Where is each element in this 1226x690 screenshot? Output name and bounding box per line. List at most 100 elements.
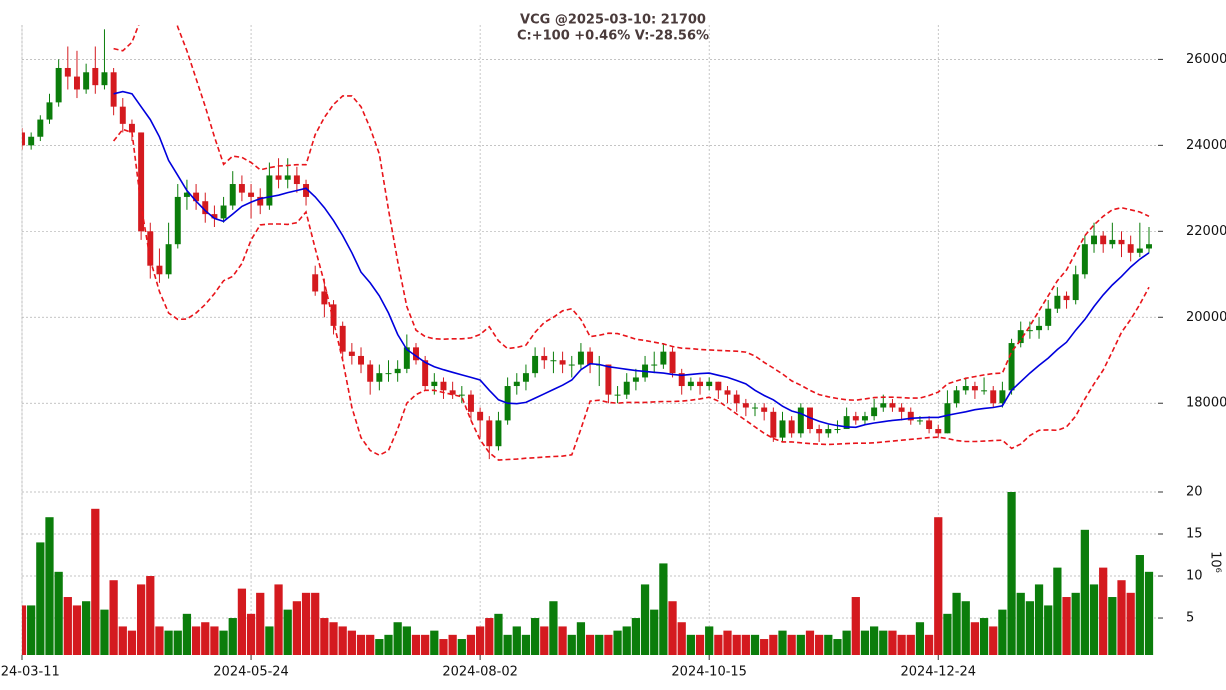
volume-bar bbox=[329, 622, 338, 655]
volume-bar bbox=[63, 597, 72, 655]
candle-body bbox=[532, 355, 539, 374]
candle-body bbox=[165, 244, 172, 275]
volume-bar bbox=[824, 634, 833, 655]
volume-tick-label: 10 bbox=[1186, 569, 1203, 584]
volume-bar bbox=[979, 618, 989, 655]
volume-bar bbox=[356, 634, 366, 655]
volume-bar bbox=[558, 626, 567, 655]
volume-bar bbox=[1144, 571, 1154, 655]
candle-body bbox=[138, 132, 145, 232]
candle-body bbox=[64, 67, 71, 77]
candle-body bbox=[486, 420, 493, 447]
volume-bar bbox=[127, 630, 137, 655]
volume-bar bbox=[943, 613, 952, 655]
volume-bar bbox=[705, 626, 714, 655]
candle-body bbox=[73, 76, 80, 90]
volume-bar bbox=[421, 634, 430, 655]
candle-body bbox=[981, 390, 988, 392]
candle-body bbox=[971, 386, 978, 391]
candle-body bbox=[962, 386, 969, 391]
volume-axis-label: 10⁶ bbox=[1208, 551, 1223, 573]
candle-body bbox=[623, 381, 630, 395]
y-tick-label: 26000 bbox=[1186, 52, 1226, 67]
candle-body bbox=[541, 355, 548, 361]
volume-bar bbox=[521, 634, 531, 655]
volume-bar bbox=[1135, 555, 1144, 655]
volume-bar bbox=[650, 609, 659, 655]
candle-body bbox=[752, 407, 758, 409]
candle-body bbox=[522, 373, 529, 382]
candle-body bbox=[92, 67, 99, 86]
volume-bar bbox=[1053, 567, 1062, 655]
volume-bar bbox=[155, 626, 164, 655]
volume-bar bbox=[897, 634, 906, 655]
volume-bar bbox=[851, 597, 860, 655]
candle-body bbox=[880, 403, 887, 408]
candle-body bbox=[605, 364, 612, 395]
volume-bar bbox=[540, 626, 549, 655]
volume-bar bbox=[549, 601, 558, 655]
candle-body bbox=[449, 390, 456, 395]
volume-bar bbox=[22, 605, 27, 655]
candle-body bbox=[248, 192, 255, 197]
candle-body bbox=[761, 407, 768, 412]
candle-body bbox=[1091, 235, 1098, 245]
candle-body bbox=[238, 184, 245, 193]
volume-bar bbox=[210, 626, 219, 655]
volume-tick-label: 5 bbox=[1186, 611, 1194, 626]
volume-bar bbox=[182, 613, 192, 655]
volume-bar bbox=[72, 605, 82, 655]
volume-bar bbox=[347, 630, 356, 655]
candle-body bbox=[28, 136, 35, 146]
candle-body bbox=[266, 175, 273, 206]
volume-bar bbox=[1089, 584, 1099, 655]
candle-body bbox=[926, 420, 933, 430]
candle-body bbox=[834, 429, 841, 431]
candle-body bbox=[275, 175, 282, 180]
volume-bar bbox=[237, 588, 247, 655]
candle-body bbox=[467, 394, 474, 412]
candle-body bbox=[413, 347, 419, 361]
volume-bar bbox=[292, 601, 302, 655]
candle-body bbox=[202, 201, 209, 215]
volume-bar bbox=[411, 634, 421, 655]
candle-body bbox=[669, 351, 676, 374]
volume-bar bbox=[714, 634, 723, 655]
volume-bar bbox=[934, 517, 943, 655]
volume-bar bbox=[466, 634, 476, 655]
volume-bar bbox=[393, 622, 402, 655]
volume-bar bbox=[1099, 567, 1108, 655]
candle-body bbox=[477, 411, 484, 421]
candle-body bbox=[211, 214, 218, 219]
candle-body bbox=[632, 377, 639, 382]
x-tick-label: 2024-05-24 bbox=[213, 665, 289, 680]
volume-bar bbox=[301, 592, 311, 655]
volume-bar bbox=[906, 634, 915, 655]
volume-bar bbox=[805, 630, 815, 655]
candle-body bbox=[651, 364, 658, 366]
y-tick-label: 18000 bbox=[1186, 396, 1226, 411]
candle-body bbox=[1109, 239, 1116, 245]
candle-body bbox=[1100, 235, 1107, 245]
candle-body bbox=[733, 394, 740, 404]
candle-body bbox=[697, 381, 704, 387]
volume-bar bbox=[173, 630, 182, 655]
candle-body bbox=[742, 403, 749, 408]
y-tick-label: 24000 bbox=[1186, 138, 1226, 153]
candle-body bbox=[843, 416, 850, 430]
volume-bar bbox=[1044, 605, 1053, 655]
volume-bar bbox=[457, 639, 466, 655]
volume-bar bbox=[750, 634, 760, 655]
candle-body bbox=[101, 72, 108, 86]
candle-body bbox=[495, 420, 502, 447]
candle-body bbox=[871, 407, 878, 417]
volume-bar bbox=[567, 634, 576, 655]
volume-bar bbox=[366, 634, 375, 655]
volume-bar bbox=[677, 622, 686, 655]
x-tick-label: 2024-03-11 bbox=[0, 665, 60, 680]
candle-body bbox=[1008, 343, 1015, 391]
volume-bar bbox=[1080, 529, 1089, 655]
volume-bar bbox=[604, 634, 613, 655]
volume-bar bbox=[91, 508, 100, 655]
volume-bar bbox=[118, 626, 127, 655]
